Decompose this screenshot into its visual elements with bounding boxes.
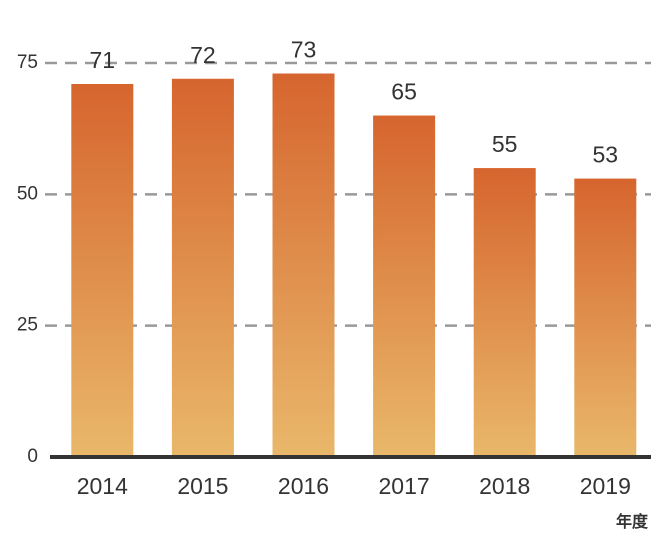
x-tick-label: 2017	[379, 473, 430, 499]
bar	[574, 178, 637, 457]
x-tick-label: 2014	[77, 473, 128, 499]
bar	[171, 78, 234, 457]
x-tick-label: 2016	[278, 473, 329, 499]
y-tick-label: 50	[17, 183, 38, 204]
value-label: 65	[391, 79, 417, 105]
x-tick-label: 2018	[479, 473, 530, 499]
x-tick-label: 2019	[580, 473, 631, 499]
bar	[373, 115, 436, 458]
value-label: 55	[492, 131, 518, 157]
y-tick-label: 0	[27, 446, 38, 467]
value-label: 71	[90, 47, 116, 73]
bar	[272, 73, 335, 458]
value-label: 53	[593, 142, 619, 168]
x-axis-label: 年度	[616, 512, 649, 531]
y-tick-label: 25	[17, 315, 38, 336]
bar	[473, 168, 536, 458]
y-tick-label: 75	[17, 52, 38, 73]
x-tick-label: 2015	[177, 473, 228, 499]
bar	[71, 84, 134, 457]
value-label: 73	[291, 37, 317, 63]
value-label: 72	[190, 42, 216, 68]
